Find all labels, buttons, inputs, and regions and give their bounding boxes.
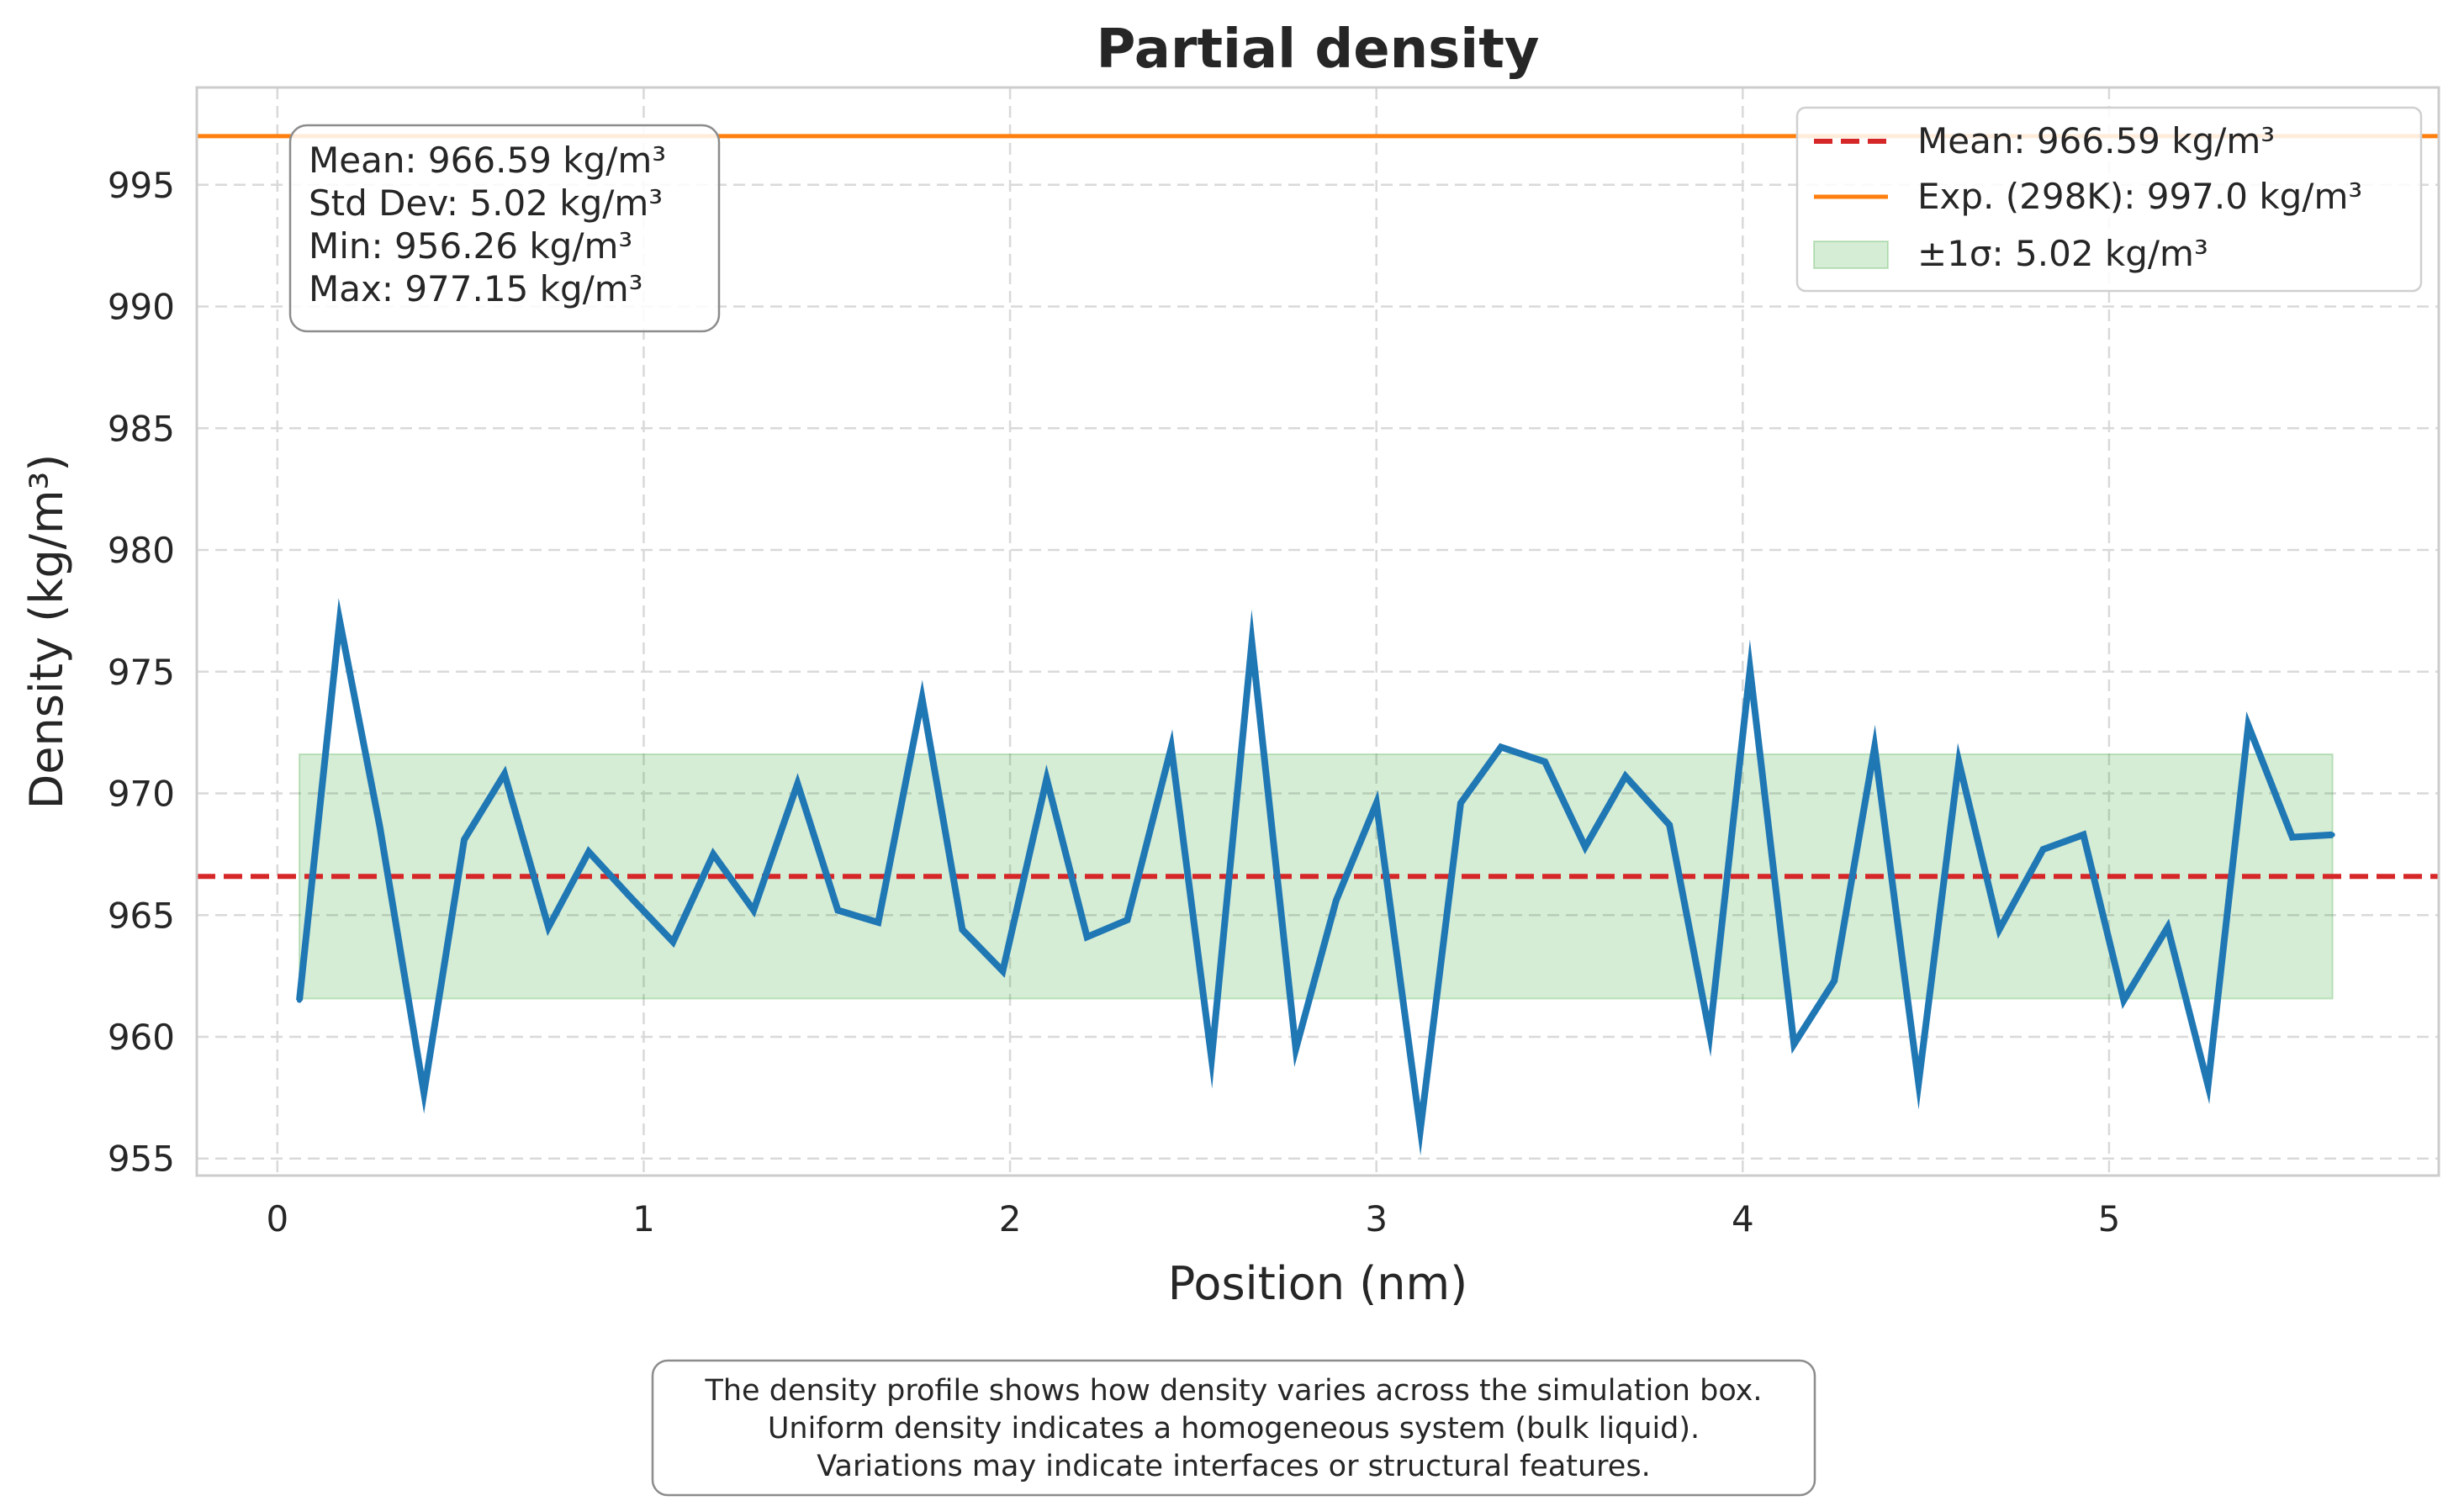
y-tick-label: 955 xyxy=(108,1139,175,1180)
note-line-3: Variations may indicate interfaces or st… xyxy=(817,1450,1650,1483)
note-line-2: Uniform density indicates a homogeneous … xyxy=(768,1412,1700,1446)
x-tick-label: 1 xyxy=(632,1198,655,1239)
density-point xyxy=(711,851,716,857)
density-point xyxy=(2121,997,2127,1003)
legend-sigma-label: ±1σ: 5.02 kg/m³ xyxy=(1917,233,2208,274)
density-series-line xyxy=(296,598,2333,1156)
density-point xyxy=(960,927,965,933)
x-axis-label: Position (nm) xyxy=(1168,1257,1467,1310)
chart-title: Partial density xyxy=(1097,18,1540,81)
density-point xyxy=(1044,776,1050,782)
density-point xyxy=(1249,640,1255,646)
density-point xyxy=(1542,758,1548,764)
density-point xyxy=(1583,844,1589,850)
density-point xyxy=(462,837,468,843)
density-point xyxy=(2289,834,2295,840)
x-axis-ticks: 0 1 2 3 4 5 xyxy=(266,1198,2120,1239)
density-point xyxy=(377,825,383,831)
density-point xyxy=(751,907,757,913)
density-point xyxy=(501,771,507,777)
y-tick-label: 960 xyxy=(108,1017,175,1058)
stats-min: Min: 956.26 kg/m³ xyxy=(309,225,632,267)
note-box-frame xyxy=(651,1359,1816,1497)
legend-sigma-swatch xyxy=(1813,240,1889,269)
density-point xyxy=(2205,1082,2211,1088)
y-tick-label: 975 xyxy=(108,652,175,693)
density-point xyxy=(875,919,881,925)
legend-exp-label: Exp. (298K): 997.0 kg/m³ xyxy=(1917,176,2362,217)
density-point xyxy=(627,893,632,899)
legend: Mean: 966.59 kg/m³ Exp. (298K): 997.0 kg… xyxy=(1795,106,2423,293)
stats-max: Max: 977.15 kg/m³ xyxy=(309,268,643,309)
stats-box: Mean: 966.59 kg/m³ Std Dev: 5.02 kg/m³ M… xyxy=(288,124,721,333)
density-point xyxy=(586,848,592,854)
density-point xyxy=(1622,774,1628,780)
x-tick-label: 4 xyxy=(1732,1198,1754,1239)
y-tick-label: 980 xyxy=(108,530,175,571)
x-tick-label: 3 xyxy=(1365,1198,1388,1239)
density-point xyxy=(1498,744,1504,750)
density-point xyxy=(1457,801,1463,806)
density-point xyxy=(1667,822,1673,828)
y-tick-label: 990 xyxy=(108,287,175,328)
density-point xyxy=(1000,968,1006,974)
stats-std-dev: Std Dev: 5.02 kg/m³ xyxy=(309,182,663,224)
density-point xyxy=(1124,917,1130,923)
density-point xyxy=(1748,666,1753,672)
y-tick-label: 985 xyxy=(108,408,175,449)
y-tick-label: 995 xyxy=(108,165,175,206)
density-point xyxy=(1417,1126,1423,1132)
y-axis-label: Density (kg/m³) xyxy=(20,454,73,810)
density-point xyxy=(795,780,801,786)
density-point xyxy=(1168,744,1174,750)
stats-box-frame xyxy=(288,124,721,333)
density-point xyxy=(1872,744,1878,750)
y-tick-label: 970 xyxy=(108,774,175,815)
density-point xyxy=(296,997,302,1003)
stats-mean: Mean: 966.59 kg/m³ xyxy=(309,140,666,181)
density-point xyxy=(1333,897,1339,903)
density-point xyxy=(670,939,676,945)
plot-frame xyxy=(195,86,2440,1177)
y-tick-label: 965 xyxy=(108,895,175,936)
density-point xyxy=(2329,832,2335,838)
note-box: The density profile shows how density va… xyxy=(651,1359,1816,1497)
density-point xyxy=(1832,978,1837,984)
y-axis-ticks: 955 960 965 970 975 980 985 990 995 xyxy=(108,165,175,1180)
x-tick-label: 0 xyxy=(266,1198,288,1239)
density-point xyxy=(546,924,552,930)
density-point xyxy=(919,695,925,701)
density-point xyxy=(1084,934,1090,940)
density-point xyxy=(1707,1032,1713,1038)
note-line-1: The density profile shows how density va… xyxy=(705,1374,1763,1408)
density-point xyxy=(1996,927,2002,933)
density-point xyxy=(1956,758,1962,764)
density-point xyxy=(1208,1056,1214,1062)
density-point xyxy=(336,617,342,623)
x-tick-label: 2 xyxy=(999,1198,1022,1239)
density-point xyxy=(2040,847,2046,853)
density-point xyxy=(1791,1041,1797,1047)
density-point xyxy=(421,1090,427,1096)
density-point xyxy=(1373,801,1379,806)
density-point xyxy=(1293,1046,1298,1052)
density-points xyxy=(296,617,2335,1132)
x-tick-label: 5 xyxy=(2098,1198,2121,1239)
density-point xyxy=(1916,1080,1922,1086)
density-point xyxy=(2165,924,2171,930)
density-point xyxy=(835,907,841,913)
legend-frame xyxy=(1795,106,2423,293)
density-point xyxy=(2245,722,2251,728)
legend-mean-label: Mean: 966.59 kg/m³ xyxy=(1917,120,2275,161)
density-point xyxy=(2081,832,2086,838)
